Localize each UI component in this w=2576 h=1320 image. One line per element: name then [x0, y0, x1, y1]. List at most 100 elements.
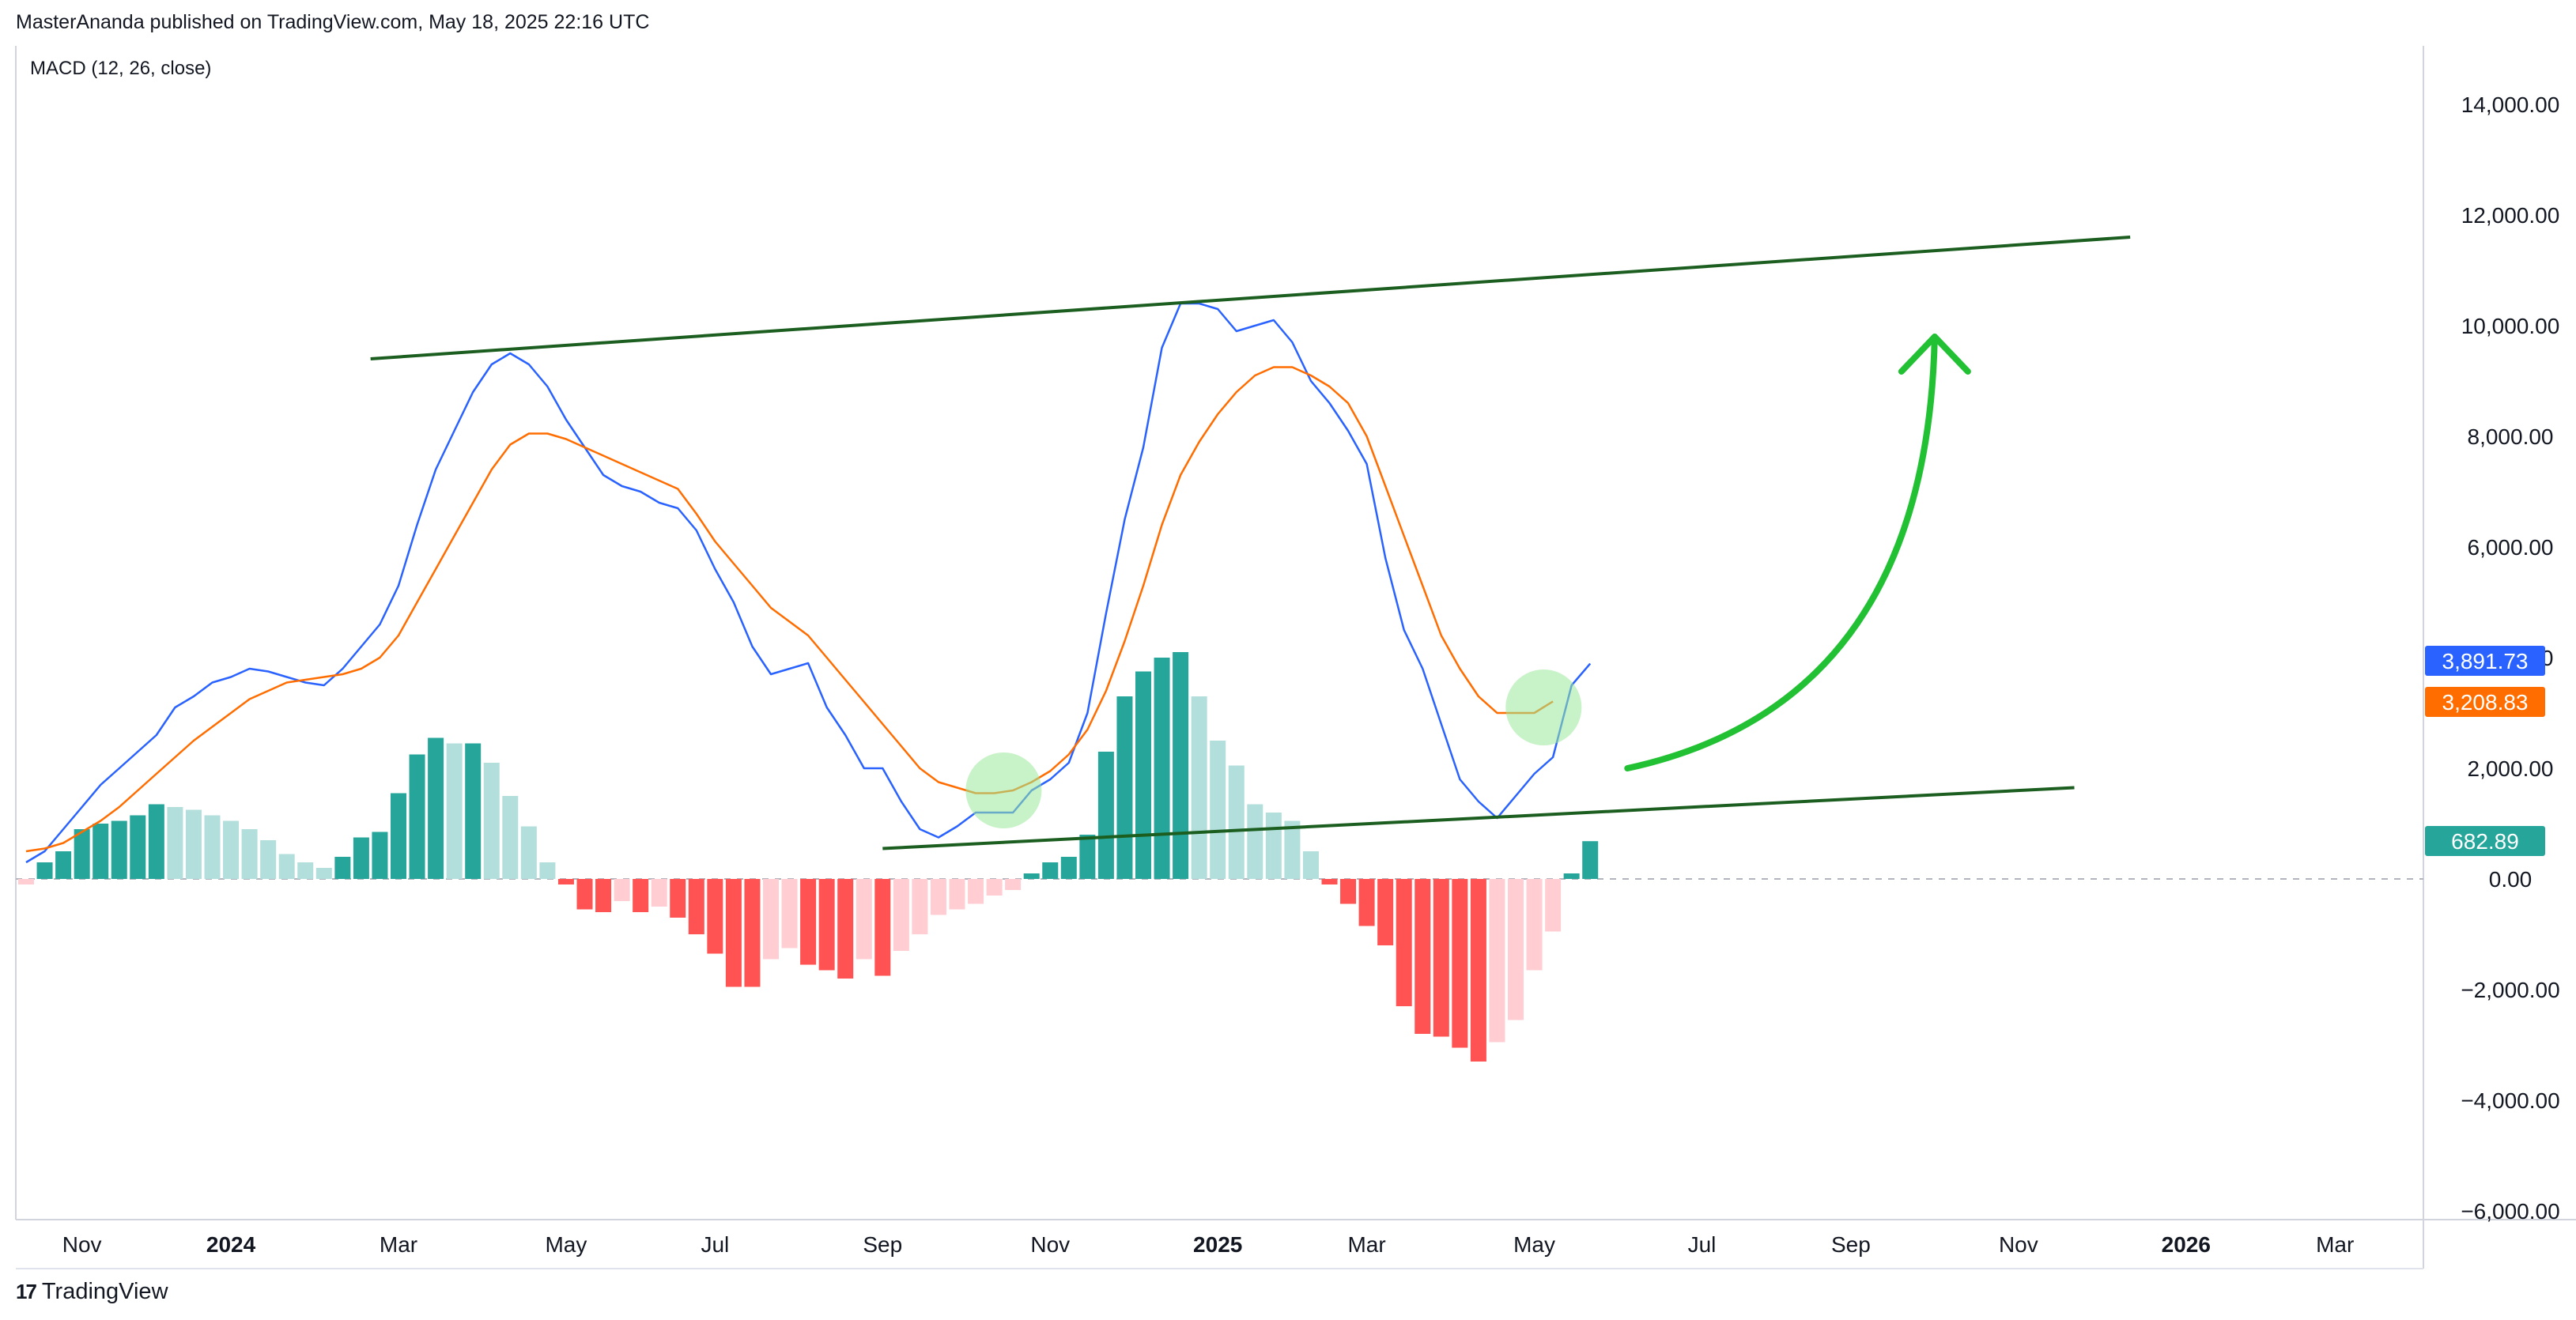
histogram-bar	[185, 809, 202, 879]
histogram-bar	[1005, 879, 1022, 890]
time-tick-label: Nov	[1030, 1232, 1070, 1257]
histogram-bar	[148, 804, 164, 879]
histogram-bar	[520, 826, 537, 879]
histogram-bar	[837, 879, 854, 979]
histogram-bar	[1302, 851, 1319, 879]
histogram-bar	[707, 879, 723, 954]
histogram-bar	[725, 879, 742, 987]
histogram-bar	[986, 879, 1003, 896]
histogram-bar	[688, 879, 704, 934]
histogram-bar	[297, 862, 314, 879]
tradingview-logo-text: TradingView	[41, 1279, 168, 1304]
histogram-bar	[968, 879, 984, 904]
histogram-bar	[1042, 862, 1059, 879]
price-tick-label: 0.00	[2489, 867, 2533, 892]
time-tick-label: Nov	[62, 1232, 102, 1257]
histogram-value-badge-bg	[2425, 826, 2545, 856]
time-tick-label: Jul	[1688, 1232, 1717, 1257]
histogram-bar	[372, 832, 388, 879]
histogram-bar	[1247, 804, 1263, 879]
price-tick-label: 2,000.00	[2468, 756, 2554, 781]
histogram-bar	[614, 879, 630, 901]
published-header: MasterAnanda published on TradingView.co…	[16, 11, 650, 33]
histogram-bar	[1116, 696, 1133, 879]
time-tick-label: 2024	[206, 1232, 256, 1257]
histogram-bar	[278, 854, 295, 879]
histogram-bar	[260, 840, 277, 879]
macd-value-badge-text: 3,891.73	[2442, 649, 2529, 673]
time-tick-label: 2025	[1193, 1232, 1242, 1257]
histogram-bar	[800, 879, 817, 965]
price-tick-label: −6,000.00	[2461, 1199, 2559, 1224]
histogram-bar	[93, 824, 109, 879]
time-tick-label: Jul	[701, 1232, 729, 1257]
histogram-bar	[595, 879, 612, 912]
histogram-bar	[1415, 879, 1431, 1034]
bullish-arrow	[1624, 334, 1938, 771]
histogram-bar	[1508, 879, 1524, 1020]
axes: 14,000.00 12,000.00 10,000.00 8,000.00 6,000…	[62, 92, 2560, 1257]
histogram-bar	[1489, 879, 1505, 1043]
signal-value-badge-text: 3,208.83	[2442, 690, 2529, 715]
histogram-bar	[1228, 765, 1245, 879]
histogram-bar	[36, 862, 53, 879]
histogram-bar	[1284, 820, 1301, 879]
time-tick-label: May	[1513, 1232, 1555, 1257]
histogram-bar	[670, 879, 686, 918]
histogram-bar	[763, 879, 779, 960]
histogram-bar	[651, 879, 667, 907]
histogram-bar	[130, 815, 146, 879]
time-tick-label: Mar	[2316, 1232, 2354, 1257]
time-tick-label: Nov	[1999, 1232, 2038, 1257]
histogram-bar	[1265, 813, 1282, 879]
histogram-bar	[502, 796, 519, 879]
histogram-bar	[391, 793, 406, 879]
time-tick-label: Mar	[380, 1232, 417, 1257]
tradingview-logo[interactable]: 17 TradingView	[16, 1279, 168, 1305]
price-tick-label: 6,000.00	[2468, 535, 2554, 560]
indicator-label[interactable]: MACD (12, 26, close)	[30, 58, 211, 79]
histogram-bar	[428, 737, 444, 879]
histogram-bar	[576, 879, 593, 910]
histogram-bar	[539, 862, 556, 879]
histogram-bar	[912, 879, 928, 934]
histogram-bar	[465, 743, 482, 879]
histogram-bar	[167, 807, 183, 879]
signal-value-badge-bg	[2425, 687, 2545, 717]
histogram-bar	[1079, 835, 1096, 879]
histogram-bar	[1545, 879, 1562, 932]
histogram-bar	[1377, 879, 1394, 945]
histogram-bar	[1582, 841, 1599, 879]
histogram-bar	[1154, 658, 1170, 879]
time-tick-label: Sep	[1831, 1232, 1871, 1257]
histogram-bar	[557, 879, 574, 884]
signal-value-badge[interactable]: 3,208.83	[2425, 687, 2545, 717]
macd-value-badge[interactable]: 3,891.73	[2425, 646, 2545, 676]
histogram-bar	[949, 879, 965, 910]
histogram-bar	[1135, 671, 1151, 879]
histogram-value-badge-text: 682.89	[2451, 829, 2519, 854]
histogram-bar	[1321, 879, 1338, 884]
annotations	[370, 236, 2131, 850]
crossover-circle-1	[965, 752, 1042, 828]
histogram-bar	[781, 879, 798, 949]
price-tick-label: 12,000.00	[2461, 203, 2560, 228]
histogram-bar	[1023, 873, 1040, 879]
histogram-bar	[1210, 741, 1226, 879]
histogram-bar	[1173, 652, 1189, 879]
histogram-bar	[744, 879, 761, 987]
histogram-bar	[334, 857, 351, 879]
signal-line	[25, 366, 1554, 853]
histogram-bar	[818, 879, 835, 971]
price-tick-label: −2,000.00	[2461, 978, 2559, 1002]
histogram-bar	[74, 829, 90, 879]
lower-trendline	[882, 786, 2075, 850]
histogram-bar	[874, 879, 891, 976]
histogram-bar	[483, 763, 500, 879]
histogram-bar	[111, 820, 127, 879]
histogram-bar	[223, 820, 240, 879]
histogram-bar	[1097, 752, 1114, 879]
histogram-bar	[1470, 879, 1486, 1062]
histogram-value-badge[interactable]: 682.89	[2425, 826, 2545, 856]
